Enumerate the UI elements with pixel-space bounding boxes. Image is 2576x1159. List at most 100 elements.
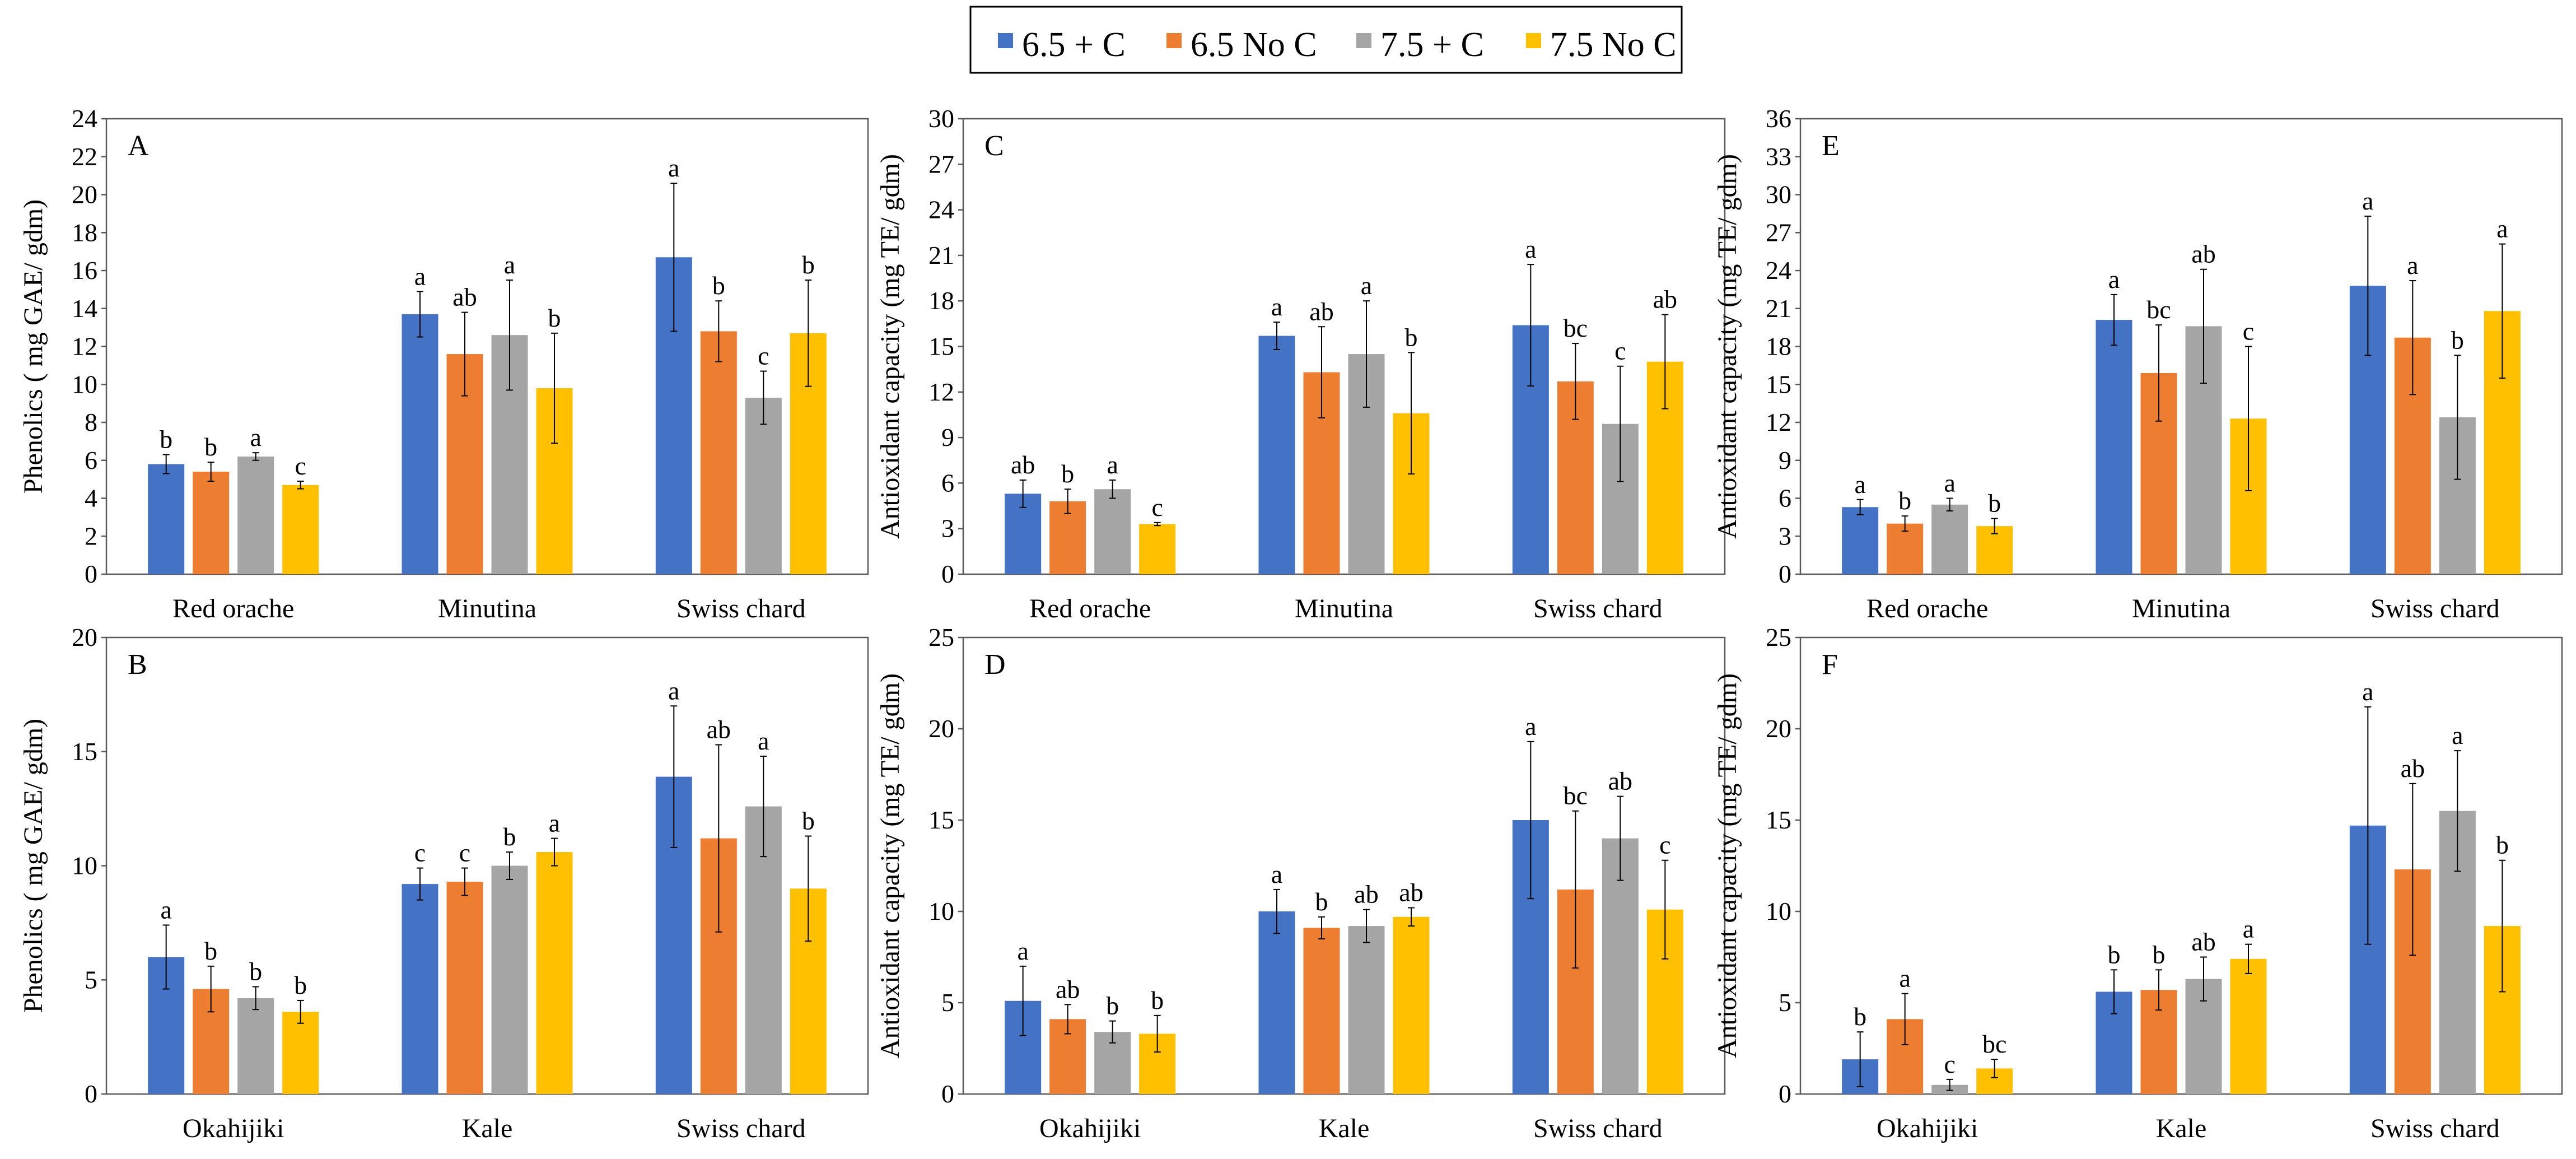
- y-tick-label: 9: [1779, 446, 1791, 474]
- y-tick-label: 8: [85, 408, 97, 436]
- y-tick-label: 0: [85, 560, 97, 588]
- x-tick-label: Swiss chard: [2370, 594, 2500, 623]
- bar-6-5-c: [402, 884, 438, 1094]
- y-tick-label: 12: [1766, 408, 1791, 436]
- significance-letter: ab: [1011, 450, 1035, 479]
- bar-7-5-c: [237, 998, 274, 1094]
- y-tick-label: 12: [72, 332, 97, 361]
- x-tick-label: Minutina: [438, 594, 536, 623]
- significance-letter: c: [459, 839, 470, 867]
- x-tick-label: Kale: [1319, 1114, 1370, 1143]
- y-axis-label: Antioxidant capacity (mg TE/ gdm): [1712, 673, 1742, 1058]
- y-tick-label: 24: [928, 196, 954, 224]
- legend-label: 6.5 No C: [1191, 26, 1317, 64]
- significance-letter: b: [160, 425, 172, 454]
- x-tick-label: Kale: [462, 1114, 513, 1143]
- bar-7-5-c: [491, 865, 528, 1094]
- significance-letter: c: [1659, 831, 1670, 859]
- y-tick-label: 30: [928, 104, 954, 133]
- significance-letter: b: [2153, 940, 2166, 969]
- panel-letter: E: [1822, 130, 1840, 162]
- x-tick-label: Swiss chard: [1533, 1114, 1663, 1143]
- y-tick-label: 5: [1779, 988, 1791, 1017]
- bar-7-5-c: [745, 397, 782, 574]
- bar-7-5-no-c: [282, 1012, 319, 1094]
- significance-letter: b: [2496, 831, 2509, 859]
- y-tick-label: 16: [72, 256, 97, 285]
- bar-6-5-no-c: [1303, 928, 1340, 1094]
- significance-letter: a: [1107, 450, 1118, 479]
- significance-letter: a: [2452, 721, 2463, 750]
- significance-letter: b: [1898, 486, 1911, 515]
- significance-letter: a: [250, 423, 261, 452]
- y-tick-label: 14: [72, 294, 97, 323]
- y-tick-label: 20: [928, 714, 954, 743]
- y-axis-label: Phenolics ( mg GAE/ gdm): [18, 719, 48, 1013]
- significance-letter: a: [1944, 469, 1955, 497]
- y-tick-label: 10: [72, 370, 97, 398]
- bar-6-5-no-c: [700, 331, 737, 574]
- significance-letter: ab: [2191, 928, 2215, 956]
- bar-7-5-no-c: [282, 485, 319, 574]
- panel-letter: A: [128, 130, 149, 162]
- significance-letter: a: [1017, 937, 1028, 965]
- significance-letter: b: [1988, 489, 2001, 518]
- y-tick-label: 25: [1766, 623, 1791, 651]
- significance-letter: ab: [2191, 240, 2215, 268]
- legend-swatch: [998, 33, 1013, 48]
- panel-d: 0 5 10 15 20 25 Antioxidant capacity (mg TE/ g…: [875, 623, 1726, 1143]
- y-axis-label: Phenolics ( mg GAE/ gdm): [18, 199, 48, 494]
- significance-letter: a: [668, 153, 679, 182]
- y-tick-label: 10: [1766, 897, 1791, 925]
- x-tick-label: Red orache: [1029, 594, 1151, 623]
- y-tick-label: 27: [1766, 218, 1791, 246]
- bar-6-5-c: [2096, 320, 2132, 574]
- significance-letter: a: [1854, 470, 1865, 499]
- y-tick-label: 18: [72, 218, 97, 246]
- y-tick-label: 6: [941, 468, 954, 497]
- y-tick-label: 36: [1766, 104, 1791, 133]
- legend-label: 7.5 + C: [1380, 26, 1484, 64]
- y-tick-label: 18: [1766, 332, 1791, 361]
- bar-7-5-c: [1348, 926, 1385, 1094]
- y-tick-label: 0: [941, 1079, 954, 1108]
- x-tick-label: Swiss chard: [676, 1114, 806, 1143]
- significance-letter: a: [2362, 187, 2373, 215]
- bar-7-5-c: [237, 456, 274, 574]
- x-tick-label: Swiss chard: [2370, 1114, 2500, 1143]
- bar-7-5-c: [1931, 504, 1968, 574]
- y-tick-label: 18: [928, 286, 954, 315]
- y-tick-label: 15: [1766, 806, 1791, 834]
- significance-letter: b: [249, 957, 262, 985]
- y-tick-label: 10: [928, 897, 954, 925]
- x-tick-label: Okahijiki: [1877, 1114, 1978, 1143]
- significance-letter: a: [414, 262, 426, 290]
- bar-7-5-no-c: [2230, 958, 2267, 1094]
- significance-letter: ab: [707, 715, 731, 744]
- significance-letter: a: [668, 676, 679, 705]
- panel-b: 0 5 10 15 20 Phenolics ( mg GAE/ gdm) B Okahiji…: [18, 623, 869, 1143]
- x-tick-label: Minutina: [1295, 594, 1393, 623]
- significance-letter: ab: [452, 283, 477, 311]
- x-tick-label: Red orache: [1866, 594, 1988, 623]
- significance-letter: c: [1151, 493, 1163, 522]
- significance-letter: b: [548, 304, 561, 332]
- significance-letter: a: [1899, 964, 1910, 993]
- bar-6-5-c: [1258, 336, 1295, 574]
- y-tick-label: 30: [1766, 180, 1791, 209]
- significance-letter: a: [2496, 215, 2508, 243]
- significance-letter: b: [1315, 887, 1328, 916]
- y-tick-label: 15: [1766, 370, 1791, 398]
- bar-7-5-no-c: [1139, 524, 1176, 574]
- y-tick-label: 2: [85, 522, 97, 550]
- significance-letter: ab: [2401, 754, 2425, 783]
- significance-letter: ab: [1309, 297, 1333, 325]
- y-tick-label: 33: [1766, 142, 1791, 171]
- y-tick-label: 22: [72, 142, 97, 171]
- y-tick-label: 15: [928, 806, 954, 834]
- y-tick-label: 15: [72, 737, 97, 766]
- legend: 6.5 + C 6.5 No C 7.5 + C 7.5 No C: [969, 6, 1683, 74]
- significance-letter: b: [2108, 940, 2121, 969]
